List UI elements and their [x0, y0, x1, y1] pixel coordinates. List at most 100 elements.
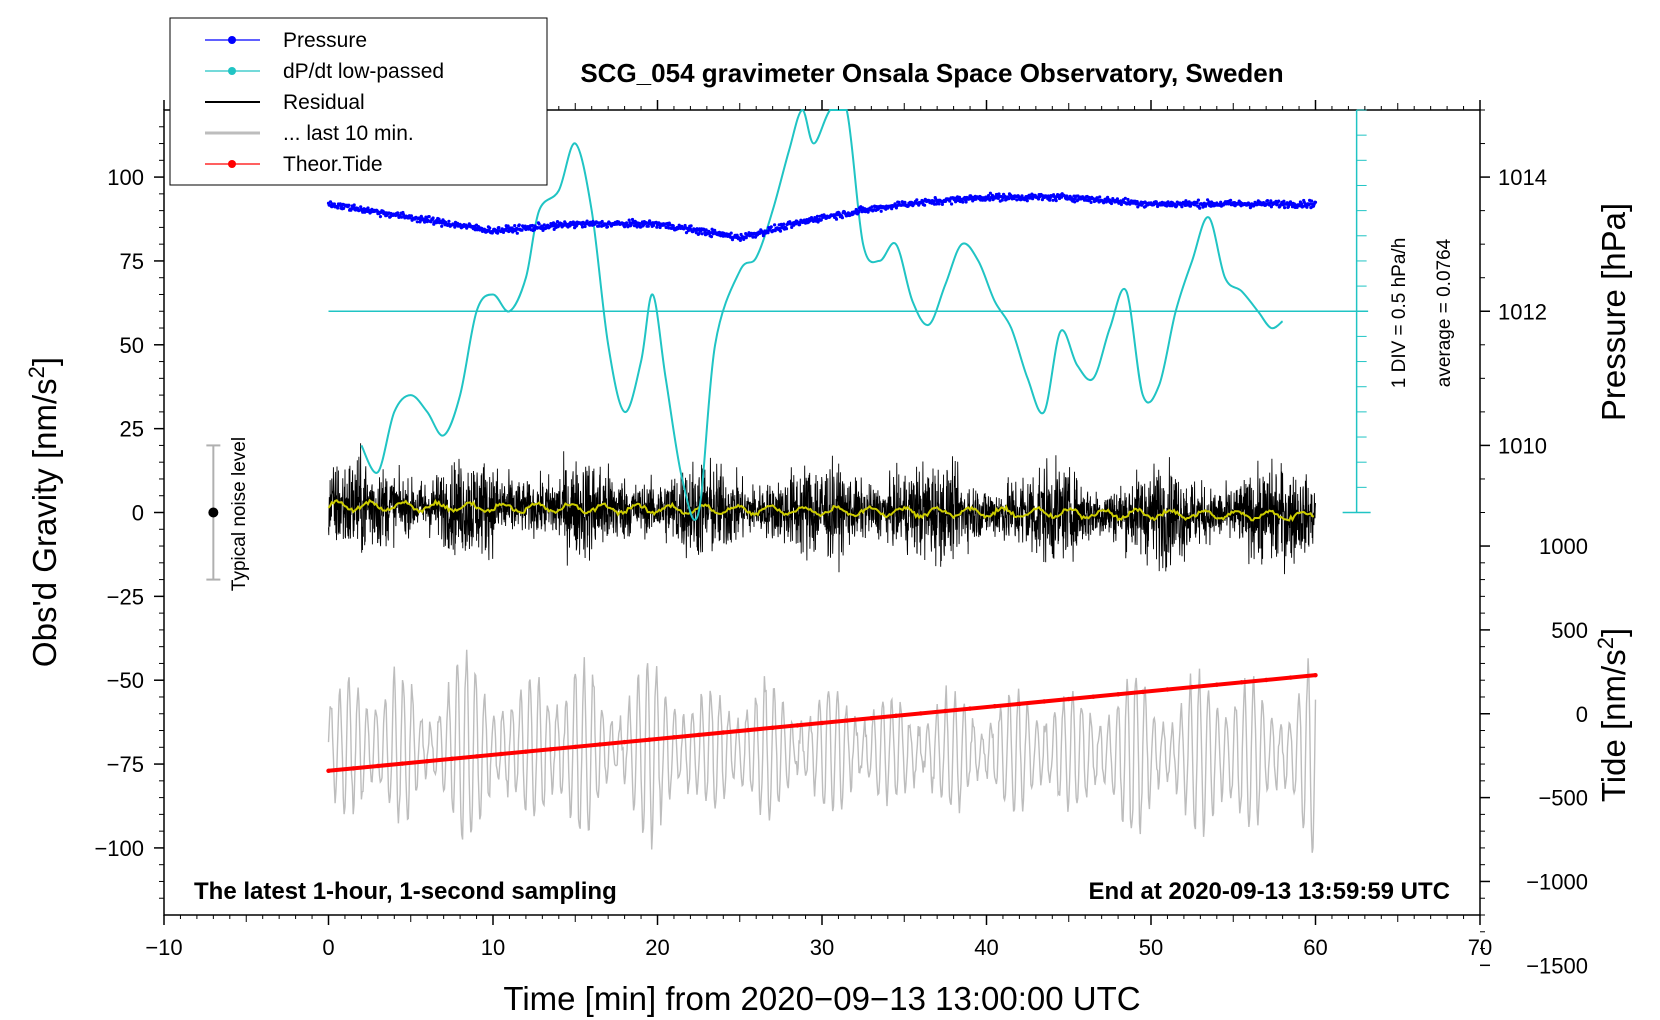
tide-tick-label: −500 [1538, 786, 1588, 811]
pressure-point [597, 224, 601, 228]
pressure-point [1020, 194, 1024, 198]
pressure-point [415, 220, 419, 224]
legend-label: Theor.Tide [283, 153, 383, 176]
pressure-point [1195, 201, 1199, 205]
pressure-point [684, 231, 689, 235]
tide-tick-label: −1500 [1526, 953, 1588, 978]
pressure-point [338, 202, 342, 206]
x-tick-label: 30 [810, 935, 834, 960]
y-tick-label: 100 [107, 165, 144, 190]
pressure-point [637, 221, 641, 225]
tide-point [893, 713, 899, 718]
x-tick-label: 40 [974, 935, 998, 960]
y-tick-label: −50 [107, 668, 144, 693]
pressure-point [704, 228, 708, 232]
pressure-point [396, 211, 400, 215]
dpdt-series [360, 108, 1284, 521]
tide-point [573, 744, 578, 750]
pressure-point [964, 200, 968, 204]
tide-point [1239, 680, 1244, 685]
x-tick-label: 70 [1468, 935, 1492, 960]
pressure-point [440, 224, 444, 228]
pressure-point [1123, 196, 1127, 200]
tide-point [770, 725, 775, 730]
tide-point [696, 732, 701, 738]
y-tick-label: −100 [94, 836, 144, 861]
y-axis-tide-title: Tide [nm/s2] [1593, 628, 1632, 802]
pressure-point [1275, 202, 1279, 206]
y-tick-label: 25 [120, 417, 144, 442]
pressure-point [347, 203, 351, 207]
pressure-point [668, 223, 672, 227]
pressure-point [517, 223, 521, 227]
pressure-point [497, 226, 501, 230]
y-tick-label: 50 [120, 333, 144, 358]
pressure-point [336, 206, 340, 210]
pressure-point [932, 199, 936, 203]
pressure-point [537, 222, 541, 226]
pressure-point [761, 234, 766, 238]
pressure-point [605, 225, 610, 229]
pressure-point [1165, 204, 1169, 208]
pressure-point [751, 235, 755, 239]
pressure-point [625, 221, 629, 225]
tide-point [474, 754, 479, 759]
pressure-point [1065, 194, 1069, 198]
pressure-point [488, 226, 492, 230]
tide-point [1165, 687, 1170, 692]
tide-point [1066, 696, 1072, 702]
pressure-point [710, 227, 714, 231]
noise-level-marker [206, 444, 221, 581]
pressure-point [915, 198, 919, 202]
residual-smoothed-line [327, 498, 1315, 523]
pressure-point [1104, 200, 1108, 204]
legend-label: dP/dt low-passed [283, 60, 444, 83]
chart-title: SCG_054 gravimeter Onsala Space Observat… [580, 58, 1283, 88]
pressure-point [1198, 206, 1202, 210]
pressure-point [658, 225, 662, 230]
tide-point [1041, 699, 1047, 704]
y-axis-pressure-title: Pressure [hPa] [1595, 203, 1632, 421]
x-tick-label: 0 [322, 935, 334, 960]
pressure-point [542, 223, 546, 227]
pressure-point [784, 227, 789, 231]
pressure-point [623, 225, 627, 229]
pressure-point [447, 219, 451, 223]
last-10-min-series [327, 649, 1317, 853]
residual-smoothed-series [327, 498, 1315, 523]
pressure-point [1025, 199, 1029, 203]
pressure-point [427, 215, 431, 219]
pressure-point [506, 224, 510, 228]
tide-point [1189, 684, 1195, 690]
pressure-point [766, 231, 770, 235]
legend-label: ... last 10 min. [283, 122, 414, 145]
tide-point [351, 766, 356, 771]
pressure-point [997, 192, 1001, 196]
tide-point [869, 716, 874, 721]
pressure-point [496, 231, 500, 235]
pressure-point [937, 202, 941, 206]
pressure-point [1089, 200, 1093, 204]
pressure-point [890, 207, 894, 211]
tide-point [671, 735, 677, 740]
pressure-point [729, 231, 733, 235]
tide-point [745, 727, 751, 733]
pressure-point [1000, 198, 1004, 202]
dpdt-average-label: average = 0.0764 [1434, 238, 1455, 387]
pressure-point [352, 203, 356, 207]
dpdt-scale-axis [328, 109, 1371, 514]
pressure-point [879, 209, 883, 213]
tide-point [943, 708, 948, 714]
x-tick-label: 10 [481, 935, 505, 960]
noise-level-label: Typical noise level [229, 437, 250, 591]
noise-center-dot [208, 507, 219, 518]
legend-marker [228, 36, 236, 44]
tide-point [844, 718, 849, 723]
tide-point [449, 756, 455, 761]
legend-marker [228, 67, 236, 75]
pressure-point [1015, 198, 1019, 202]
pressure-point [744, 236, 748, 240]
legend-marker [228, 160, 236, 168]
x-tick-label: −10 [145, 935, 182, 960]
last-10-min-line [327, 649, 1317, 853]
